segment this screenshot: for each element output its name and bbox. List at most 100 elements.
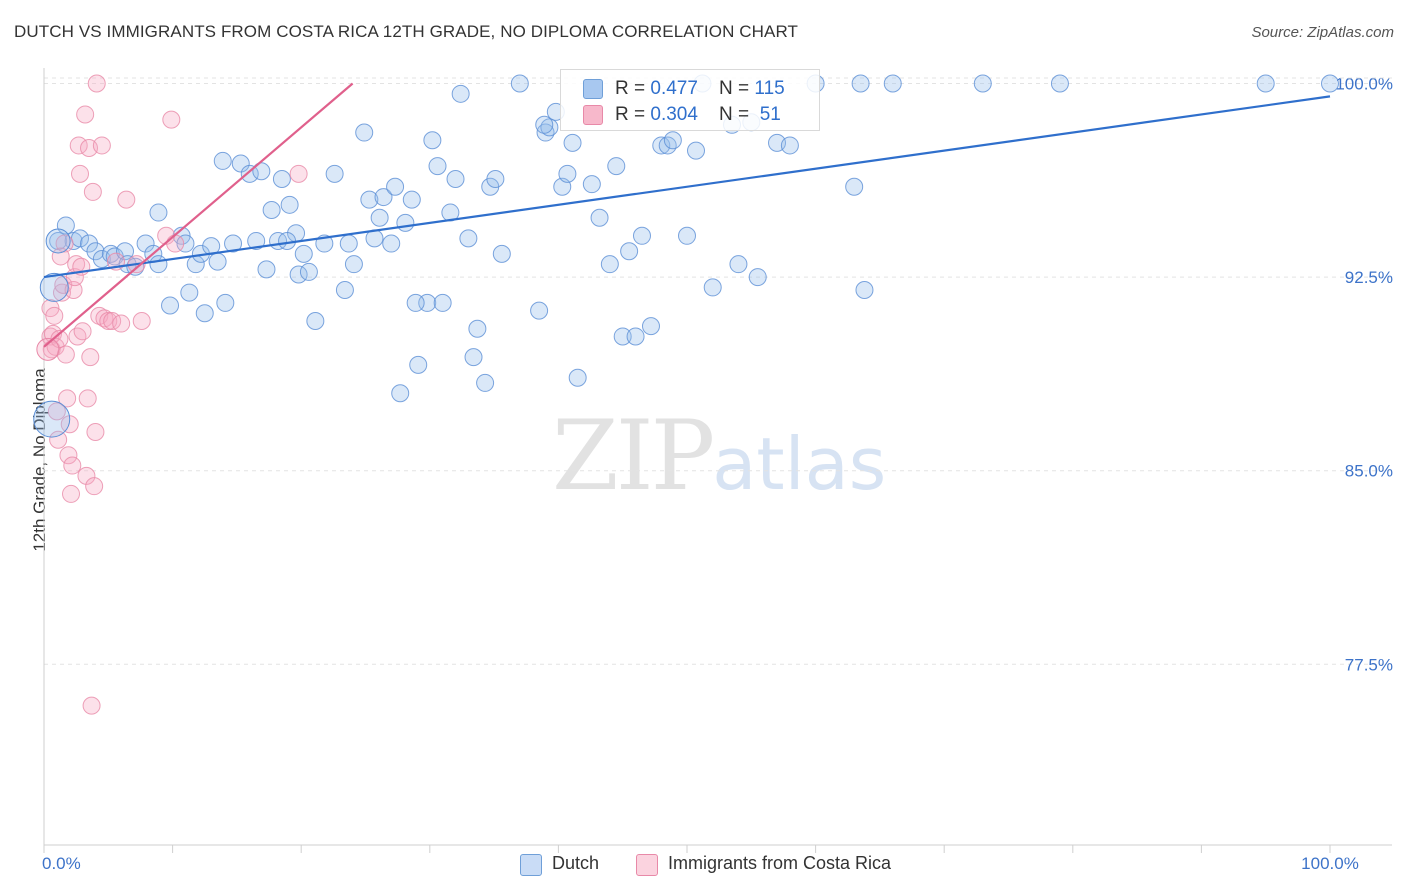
y-tick-label: 100.0% <box>1335 74 1393 93</box>
costa-rica-point <box>85 477 104 496</box>
stats-text-costa-rica: R = 0.304 N = 51 <box>615 104 781 125</box>
dutch-point <box>423 131 442 150</box>
legend-swatch-costa-rica <box>636 854 658 876</box>
costa-rica-point <box>77 466 96 485</box>
dutch-point <box>451 84 470 103</box>
watermark: ZIPatlas <box>552 400 886 512</box>
dutch-point <box>224 234 243 253</box>
dutch-point <box>845 177 864 196</box>
dutch-point <box>257 260 276 279</box>
dutch-point <box>335 281 354 299</box>
dutch-point <box>459 229 478 248</box>
dutch-point <box>299 262 318 281</box>
dutch-point <box>161 296 180 315</box>
costa-rica-point <box>112 314 131 333</box>
dutch-point <box>607 157 626 176</box>
dutch-point <box>558 164 577 183</box>
dutch-point <box>530 301 549 320</box>
dutch-point <box>247 231 266 250</box>
dutch-point <box>33 400 71 438</box>
dutch-point <box>195 304 214 323</box>
y-tick-label: 77.5% <box>1345 655 1393 674</box>
costa-rica-point <box>78 389 97 408</box>
costa-rica-point <box>59 446 78 465</box>
dutch-point <box>240 164 259 183</box>
dutch-point <box>391 384 410 403</box>
x-tick-label: 0.0% <box>42 854 81 873</box>
dutch-point <box>339 234 358 253</box>
stats-box: R = 0.477 N = 115 R = 0.304 N = 51 <box>560 69 820 131</box>
dutch-point <box>729 255 748 274</box>
dutch-point <box>687 141 706 160</box>
costa-rica-point <box>68 327 87 346</box>
costa-rica-point <box>86 422 105 441</box>
dutch-point <box>1256 74 1275 93</box>
dutch-point <box>510 74 529 93</box>
n-value-dutch: 115 <box>754 78 785 99</box>
dutch-point <box>231 154 250 173</box>
costa-rica-point <box>81 348 100 367</box>
dutch-point <box>563 133 582 152</box>
watermark-atlas: atlas <box>712 422 887 506</box>
costa-rica-point <box>53 283 72 302</box>
dutch-point <box>535 115 554 134</box>
dutch-point <box>663 131 682 150</box>
dutch-point <box>486 170 505 188</box>
dutch-point <box>780 136 799 155</box>
r-value-costa-rica: 0.304 <box>650 104 698 125</box>
dutch-point <box>280 195 299 214</box>
costa-rica-point <box>83 182 102 201</box>
costa-rica-point <box>92 136 111 155</box>
legend-label-dutch: Dutch <box>552 853 600 873</box>
costa-rica-trendline <box>43 82 354 348</box>
costa-rica-point <box>87 74 106 93</box>
dutch-point <box>678 226 696 245</box>
dutch-point <box>600 255 619 274</box>
dutch-point <box>492 244 511 263</box>
dutch-point <box>294 244 313 263</box>
dutch-point <box>325 164 344 183</box>
dutch-point <box>386 177 405 196</box>
dutch-point <box>278 231 297 250</box>
costa-rica-point <box>166 234 185 253</box>
source-credit: Source: ZipAtlas.com <box>1251 24 1394 41</box>
dutch-point <box>180 283 199 302</box>
dutch-point <box>306 311 325 330</box>
dutch-point <box>208 252 227 271</box>
dutch-point <box>374 188 393 207</box>
costa-rica-point <box>132 311 151 330</box>
dutch-point <box>658 136 677 155</box>
dutch-point <box>464 348 483 367</box>
dutch-point <box>213 151 232 170</box>
dutch-point <box>176 234 195 253</box>
dutch-point <box>613 327 632 346</box>
dutch-point <box>582 175 601 194</box>
legend-label-costa-rica: Immigrants from Costa Rica <box>668 853 892 873</box>
dutch-point <box>1050 74 1069 93</box>
dutch-point <box>402 190 421 209</box>
costa-rica-point <box>47 402 66 421</box>
r-value-dutch: 0.477 <box>650 78 698 99</box>
dutch-point <box>703 278 722 297</box>
dutch-point <box>855 281 874 299</box>
dutch-point <box>476 373 495 392</box>
watermark-zip: ZIP <box>552 400 715 512</box>
y-tick-label: 85.0% <box>1345 462 1393 481</box>
costa-rica-point <box>62 484 81 503</box>
dutch-point <box>652 136 671 155</box>
costa-rica-point <box>58 389 77 408</box>
dutch-point <box>149 255 168 274</box>
stats-swatch-dutch <box>583 79 603 99</box>
legend-swatch-dutch <box>520 854 542 876</box>
dutch-point <box>370 208 389 227</box>
chart-title: DUTCH VS IMMIGRANTS FROM COSTA RICA 12TH… <box>14 22 799 41</box>
dutch-point <box>446 170 465 188</box>
dutch-point <box>620 242 639 261</box>
dutch-point <box>136 234 155 253</box>
x-tick-label: 100.0% <box>1301 854 1359 873</box>
dutch-point <box>39 272 69 302</box>
dutch-point <box>45 228 71 254</box>
dutch-point <box>433 293 452 312</box>
dutch-point <box>568 368 587 387</box>
